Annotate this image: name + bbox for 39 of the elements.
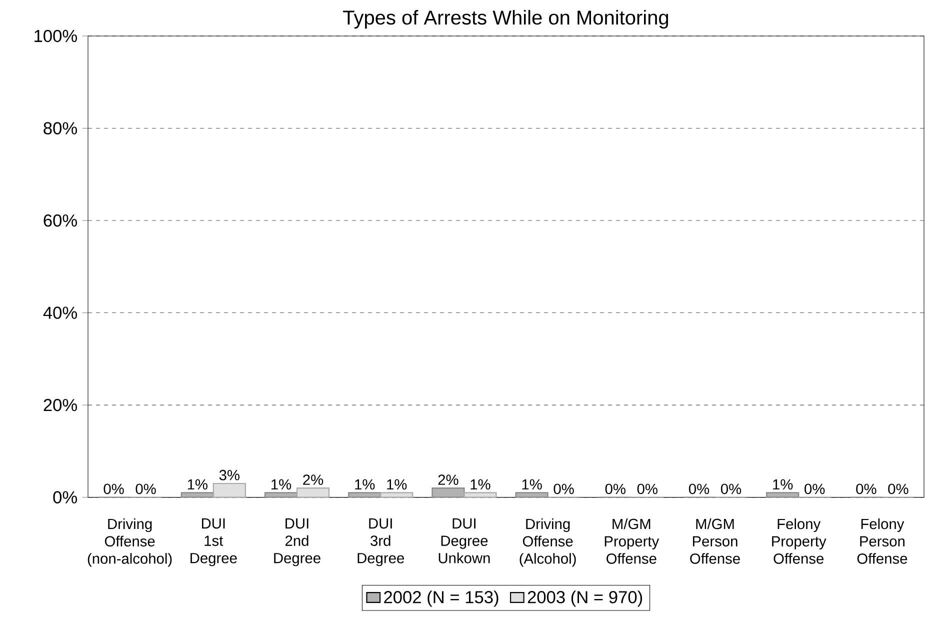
x-tick-label: DUI 3rd Degree <box>358 518 404 566</box>
y-tick-label: 60% <box>44 214 77 227</box>
data-label: 0% <box>104 484 124 494</box>
y-tick-label: 40% <box>43 306 77 320</box>
data-label: 2% <box>438 474 458 486</box>
data-label: 1% <box>470 479 490 490</box>
data-label: 1% <box>355 479 375 490</box>
x-tick-label: DUI 2nd Degree <box>274 518 320 566</box>
legend-label: 2003 (N = 970) <box>528 590 642 607</box>
data-label: 1% <box>188 479 208 490</box>
x-tick-label: DUI 1st Degree <box>190 518 237 566</box>
data-label: 2% <box>303 474 324 486</box>
legend-label: 2002 (N = 153) <box>384 590 498 607</box>
data-label: 3% <box>219 470 240 480</box>
x-tick-label: M/GM Property Offense <box>604 518 660 564</box>
x-tick-label: Felony Person Offense <box>857 518 908 564</box>
data-label: 0% <box>688 484 710 494</box>
chart-title: Types of Arrests While on Monitoring <box>343 10 668 29</box>
data-label: 0% <box>720 484 742 494</box>
y-tick-label: 0% <box>53 491 77 504</box>
x-tick-label: M/GM Person Offense <box>690 518 740 564</box>
data-label: 1% <box>773 479 793 490</box>
y-tick-label: 80% <box>44 122 77 135</box>
data-label: 0% <box>637 484 658 494</box>
data-label: 0% <box>804 484 825 494</box>
data-label: 1% <box>272 479 292 490</box>
y-tick-label: 20% <box>44 399 77 412</box>
data-label: 1% <box>522 479 542 490</box>
x-tick-label: DUI Degree Unkown <box>438 518 490 564</box>
x-tick-label: Felony Property Offense <box>772 518 826 564</box>
data-label: 0% <box>888 484 908 494</box>
data-label: 0% <box>136 484 156 494</box>
data-label: 0% <box>554 484 574 494</box>
data-label: 0% <box>605 484 626 494</box>
x-tick-label: Driving Offense (non-alcohol) <box>88 518 172 567</box>
data-label: 0% <box>856 484 876 494</box>
x-tick-label: Driving Offense (Alcohol) <box>520 518 576 567</box>
y-tick-label: 100% <box>34 30 77 42</box>
data-label: 1% <box>387 479 407 490</box>
